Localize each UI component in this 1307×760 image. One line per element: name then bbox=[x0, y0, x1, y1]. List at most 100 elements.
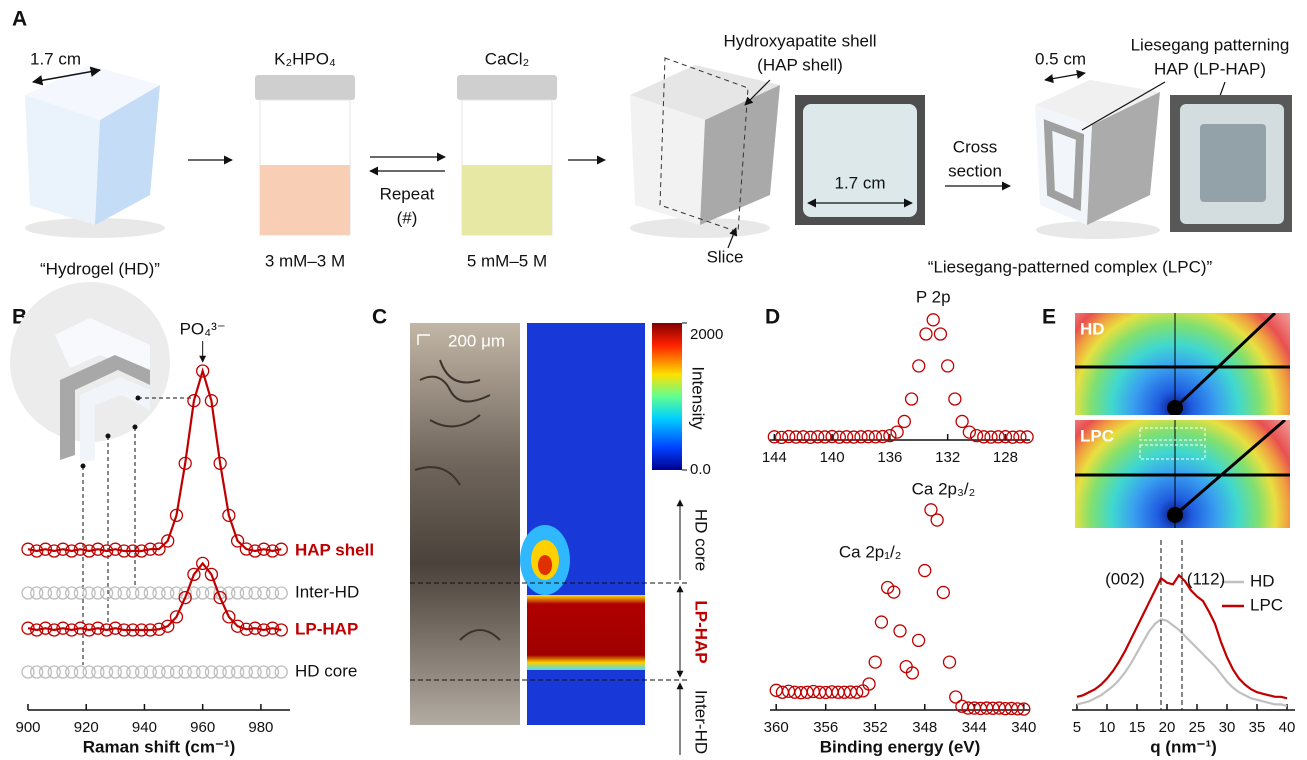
x-tick-label: 352 bbox=[863, 719, 888, 736]
data-point bbox=[1006, 430, 1020, 444]
data-point bbox=[811, 430, 825, 444]
x-axis-title: Raman shift (cm⁻¹) bbox=[83, 737, 236, 756]
data-point bbox=[196, 556, 210, 571]
x-axis-title: Binding energy (eV) bbox=[820, 737, 981, 756]
label: CaCl₂ bbox=[485, 49, 529, 68]
scale-bar: 200 μm bbox=[448, 331, 505, 350]
data-point bbox=[143, 665, 157, 679]
x-tick-label: 340 bbox=[1011, 719, 1036, 736]
series-label: LP-HAP bbox=[295, 619, 358, 638]
image-label: LPC bbox=[1080, 426, 1114, 445]
data-point bbox=[38, 542, 53, 556]
data-point bbox=[862, 677, 876, 691]
data-point bbox=[196, 586, 210, 600]
data-point bbox=[257, 542, 271, 556]
data-point bbox=[169, 665, 184, 679]
data-point bbox=[1017, 702, 1031, 716]
data-point bbox=[230, 619, 245, 633]
x-tick-label: 360 bbox=[764, 719, 789, 736]
panel-label: D bbox=[765, 306, 780, 329]
data-point bbox=[897, 414, 911, 429]
annotation: PO₄³⁻ bbox=[180, 319, 226, 338]
data-point bbox=[230, 534, 245, 548]
data-point bbox=[126, 586, 140, 600]
data-point bbox=[47, 586, 61, 600]
data-point bbox=[239, 586, 253, 600]
x-tick-label: 940 bbox=[132, 719, 157, 736]
data-point bbox=[161, 534, 175, 548]
data-point bbox=[108, 542, 122, 556]
data-point bbox=[887, 585, 901, 599]
data-point bbox=[222, 610, 236, 624]
data-point bbox=[73, 665, 88, 679]
label: Slice bbox=[707, 247, 744, 266]
data-point bbox=[239, 665, 253, 679]
data-point bbox=[230, 665, 245, 679]
data-point bbox=[38, 586, 53, 600]
data-point bbox=[30, 665, 44, 679]
annotation: (002) bbox=[1105, 569, 1145, 588]
data-point bbox=[30, 623, 44, 637]
data-point bbox=[82, 586, 96, 600]
data-point bbox=[91, 665, 105, 679]
data-point bbox=[56, 665, 70, 679]
data-point bbox=[152, 622, 166, 636]
annotation: Ca 2p₃/₂ bbox=[912, 479, 976, 498]
region-label: LP-HAP bbox=[692, 600, 711, 663]
x-tick-label: 5 bbox=[1073, 719, 1081, 736]
x-tick-label: 356 bbox=[813, 719, 838, 736]
data-point bbox=[134, 623, 149, 637]
data-point bbox=[222, 508, 236, 523]
data-point bbox=[204, 665, 219, 679]
data-point bbox=[919, 327, 933, 341]
data-point bbox=[883, 428, 897, 443]
data-point bbox=[143, 542, 157, 556]
annotation: (112) bbox=[1187, 569, 1225, 588]
x-tick-label: 980 bbox=[248, 719, 273, 736]
data-point bbox=[161, 619, 175, 633]
data-point bbox=[941, 359, 955, 373]
data-point bbox=[152, 542, 166, 556]
data-point bbox=[134, 586, 149, 600]
panel-label: E bbox=[1042, 306, 1056, 329]
data-point bbox=[803, 430, 818, 444]
series-line bbox=[1076, 573, 1288, 700]
series-label: HD core bbox=[295, 661, 357, 680]
legend-label: LPC bbox=[1250, 595, 1283, 614]
data-point bbox=[91, 621, 105, 635]
data-point bbox=[257, 623, 271, 637]
data-point bbox=[178, 590, 192, 605]
data-point bbox=[99, 544, 114, 558]
region-label: Inter-HD bbox=[692, 690, 711, 754]
data-point bbox=[222, 665, 236, 679]
data-point bbox=[213, 665, 227, 679]
data-point bbox=[265, 621, 280, 635]
data-point bbox=[904, 392, 919, 406]
label: Liesegang patterning bbox=[1131, 35, 1290, 54]
x-tick-label: 128 bbox=[993, 449, 1018, 466]
data-point bbox=[82, 623, 96, 637]
data-point bbox=[839, 430, 854, 444]
data-point bbox=[38, 621, 53, 635]
series-label: HAP shell bbox=[295, 540, 374, 559]
panel-label: C bbox=[372, 306, 387, 329]
colorbar-tick-label: 2000 bbox=[690, 326, 723, 343]
data-point bbox=[82, 544, 96, 558]
data-point bbox=[924, 503, 938, 517]
data-point bbox=[99, 586, 114, 600]
data-point bbox=[248, 544, 262, 558]
data-point bbox=[942, 655, 957, 669]
panel-label: A bbox=[12, 8, 27, 31]
data-point bbox=[143, 623, 157, 637]
data-point bbox=[204, 567, 219, 582]
data-point bbox=[893, 624, 907, 638]
data-point bbox=[73, 586, 88, 600]
data-point bbox=[239, 622, 253, 636]
data-point bbox=[832, 430, 846, 444]
data-point bbox=[134, 665, 149, 679]
label: section bbox=[948, 161, 1002, 180]
data-point bbox=[274, 623, 288, 637]
label: 0.5 cm bbox=[1035, 49, 1086, 68]
data-point bbox=[126, 623, 140, 637]
